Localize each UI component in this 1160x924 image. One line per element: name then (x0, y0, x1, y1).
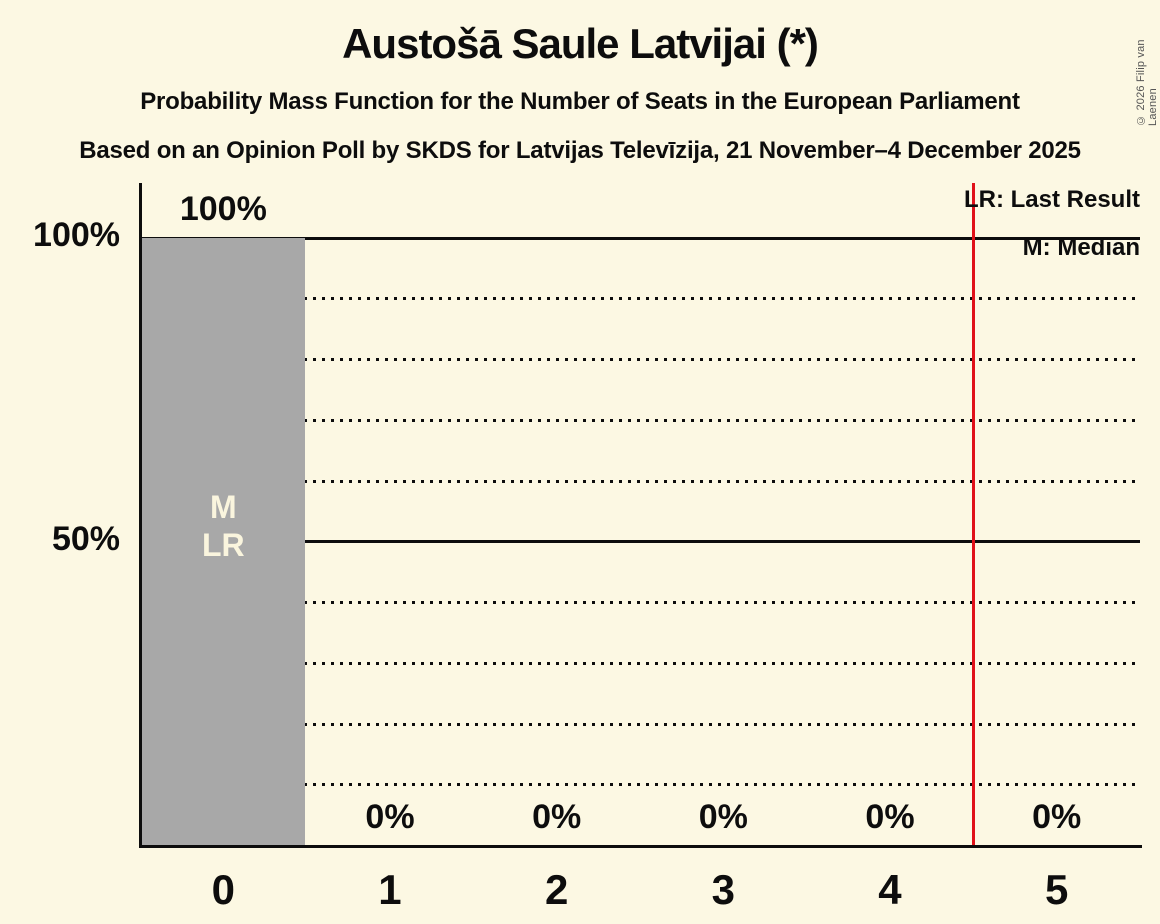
x-tick-4: 4 (878, 866, 902, 913)
legend-median: M: Median (1022, 234, 1140, 261)
bar-seat-0 (141, 238, 305, 846)
gridline-solid-50 (142, 540, 1140, 544)
x-tick-5: 5 (1044, 866, 1069, 913)
gridline-dotted-60 (142, 479, 1140, 483)
value-label-seat-3: 0% (698, 797, 748, 836)
x-tick-0: 0 (211, 866, 235, 913)
value-label-seat-2: 0% (532, 797, 582, 836)
bar-annotation-median-lastresult: M LR (140, 488, 307, 564)
legend-last-result: LR: Last Result (963, 186, 1140, 213)
gridline-dotted-10 (142, 783, 1140, 787)
chart-source-line: Based on an Opinion Poll by SKDS for Lat… (79, 137, 1081, 164)
gridline-dotted-30 (142, 661, 1140, 665)
bar-annotation-line: LR (202, 527, 245, 563)
x-tick-1: 1 (378, 866, 402, 913)
y-tick-100: 100% (33, 216, 120, 254)
gridline-dotted-80 (142, 358, 1140, 361)
chart-title: Austošā Saule Latvijai (*) (342, 20, 819, 67)
gridline-dotted-70 (142, 418, 1140, 422)
gridline-dotted-20 (142, 722, 1140, 726)
value-label-seat-4: 0% (865, 797, 915, 836)
x-tick-2: 2 (544, 866, 569, 913)
value-label-seat-1: 0% (365, 797, 415, 836)
x-axis-line (139, 845, 1142, 848)
y-axis-line (139, 183, 142, 848)
chart-subtitle: Probability Mass Function for the Number… (140, 88, 1020, 115)
gridline-dotted-90 (142, 297, 1140, 301)
y-tick-50: 50% (51, 519, 120, 558)
x-tick-3: 3 (711, 866, 735, 913)
gridline-dotted-40 (142, 601, 1140, 604)
gridline-solid-100 (142, 236, 1140, 240)
value-label-seat-5: 0% (1032, 797, 1082, 836)
vertical-reference-line (971, 183, 975, 846)
value-label-seat-0: 100% (179, 190, 267, 228)
bar-annotation-line: M (210, 489, 237, 525)
